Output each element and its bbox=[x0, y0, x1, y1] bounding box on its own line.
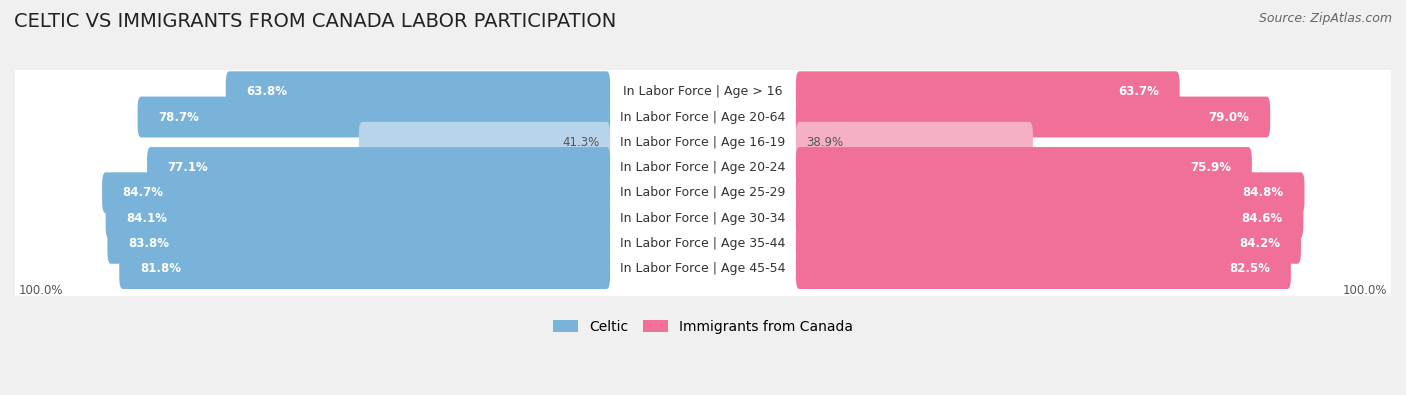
Text: In Labor Force | Age 20-24: In Labor Force | Age 20-24 bbox=[620, 161, 786, 174]
Text: In Labor Force | Age 30-34: In Labor Force | Age 30-34 bbox=[620, 212, 786, 224]
Text: 84.2%: 84.2% bbox=[1239, 237, 1281, 250]
Legend: Celtic, Immigrants from Canada: Celtic, Immigrants from Canada bbox=[548, 314, 858, 339]
FancyBboxPatch shape bbox=[796, 122, 1033, 163]
FancyBboxPatch shape bbox=[796, 248, 1291, 289]
Text: 82.5%: 82.5% bbox=[1229, 262, 1270, 275]
FancyBboxPatch shape bbox=[796, 147, 1251, 188]
FancyBboxPatch shape bbox=[105, 198, 610, 239]
FancyBboxPatch shape bbox=[796, 223, 1301, 264]
Text: 83.8%: 83.8% bbox=[128, 237, 169, 250]
Text: 79.0%: 79.0% bbox=[1209, 111, 1250, 124]
Text: 84.6%: 84.6% bbox=[1241, 212, 1282, 224]
FancyBboxPatch shape bbox=[13, 188, 1393, 248]
Text: 84.7%: 84.7% bbox=[122, 186, 163, 199]
FancyBboxPatch shape bbox=[796, 96, 1270, 137]
Text: 78.7%: 78.7% bbox=[159, 111, 200, 124]
Text: 38.9%: 38.9% bbox=[806, 136, 844, 149]
FancyBboxPatch shape bbox=[13, 138, 1393, 197]
FancyBboxPatch shape bbox=[103, 172, 610, 213]
FancyBboxPatch shape bbox=[13, 62, 1393, 121]
FancyBboxPatch shape bbox=[359, 122, 610, 163]
Text: 77.1%: 77.1% bbox=[167, 161, 208, 174]
FancyBboxPatch shape bbox=[13, 113, 1393, 172]
FancyBboxPatch shape bbox=[13, 214, 1393, 273]
Text: In Labor Force | Age 20-64: In Labor Force | Age 20-64 bbox=[620, 111, 786, 124]
Text: In Labor Force | Age 25-29: In Labor Force | Age 25-29 bbox=[620, 186, 786, 199]
FancyBboxPatch shape bbox=[120, 248, 610, 289]
Text: 84.8%: 84.8% bbox=[1243, 186, 1284, 199]
Text: 84.1%: 84.1% bbox=[127, 212, 167, 224]
Text: 63.7%: 63.7% bbox=[1118, 85, 1159, 98]
Text: 100.0%: 100.0% bbox=[1343, 284, 1388, 297]
FancyBboxPatch shape bbox=[796, 198, 1303, 239]
Text: In Labor Force | Age 16-19: In Labor Force | Age 16-19 bbox=[620, 136, 786, 149]
Text: 100.0%: 100.0% bbox=[18, 284, 63, 297]
Text: 81.8%: 81.8% bbox=[139, 262, 181, 275]
FancyBboxPatch shape bbox=[138, 96, 610, 137]
Text: Source: ZipAtlas.com: Source: ZipAtlas.com bbox=[1258, 12, 1392, 25]
Text: In Labor Force | Age > 16: In Labor Force | Age > 16 bbox=[623, 85, 783, 98]
FancyBboxPatch shape bbox=[148, 147, 610, 188]
FancyBboxPatch shape bbox=[226, 71, 610, 112]
Text: In Labor Force | Age 35-44: In Labor Force | Age 35-44 bbox=[620, 237, 786, 250]
FancyBboxPatch shape bbox=[796, 71, 1180, 112]
FancyBboxPatch shape bbox=[796, 172, 1305, 213]
Text: 75.9%: 75.9% bbox=[1191, 161, 1232, 174]
Text: In Labor Force | Age 45-54: In Labor Force | Age 45-54 bbox=[620, 262, 786, 275]
Text: 41.3%: 41.3% bbox=[562, 136, 600, 149]
Text: 63.8%: 63.8% bbox=[246, 85, 287, 98]
FancyBboxPatch shape bbox=[13, 239, 1393, 298]
FancyBboxPatch shape bbox=[13, 163, 1393, 222]
FancyBboxPatch shape bbox=[107, 223, 610, 264]
FancyBboxPatch shape bbox=[13, 87, 1393, 147]
Text: CELTIC VS IMMIGRANTS FROM CANADA LABOR PARTICIPATION: CELTIC VS IMMIGRANTS FROM CANADA LABOR P… bbox=[14, 12, 616, 31]
